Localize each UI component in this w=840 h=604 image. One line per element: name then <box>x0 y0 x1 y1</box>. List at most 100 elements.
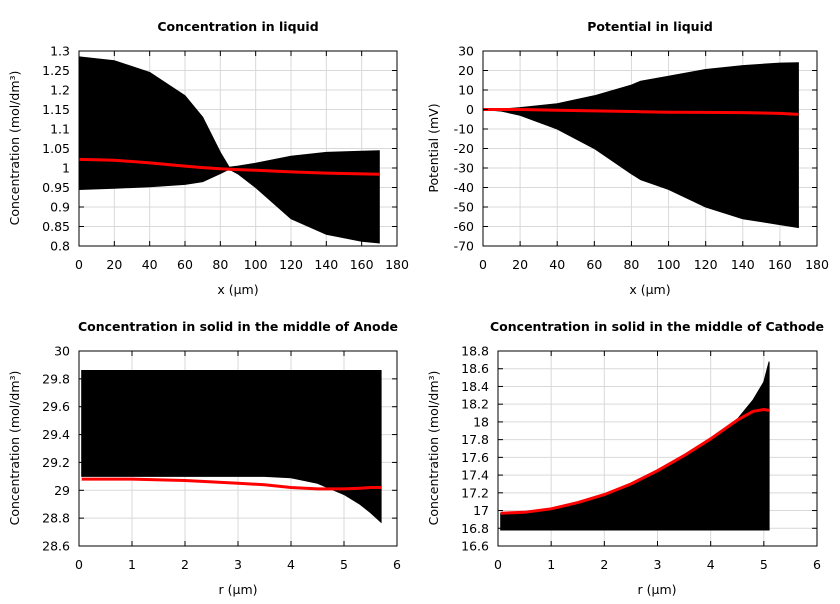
x-tick-label: 6 <box>393 557 401 572</box>
x-tick-label: 0 <box>494 557 502 572</box>
y-tick-label: 29 <box>54 483 70 498</box>
y-tick-label: -60 <box>454 219 474 234</box>
x-tick-label: 20 <box>512 257 528 272</box>
y-tick-label: 17.6 <box>461 450 489 465</box>
x-axis-label: x (µm) <box>217 282 258 297</box>
y-tick-label: 18.8 <box>461 344 489 359</box>
y-tick-label: 10 <box>458 83 474 98</box>
y-axis-label: Concentration (mol/dm³) <box>426 371 441 526</box>
y-axis-label: Concentration (mol/dm³) <box>7 371 22 526</box>
x-tick-label: 100 <box>244 257 268 272</box>
x-tick-label: 100 <box>657 257 681 272</box>
x-tick-label: 140 <box>314 257 338 272</box>
x-tick-label: 80 <box>212 257 228 272</box>
y-tick-label: 28.8 <box>42 511 70 526</box>
y-tick-label: 29.8 <box>42 371 70 386</box>
x-axis-label: x (µm) <box>629 282 670 297</box>
x-tick-label: 180 <box>805 257 829 272</box>
subplot-anode-solid-concentration: Concentration in solid in the middle of … <box>7 319 401 597</box>
x-tick-label: 2 <box>600 557 608 572</box>
x-tick-label: 180 <box>385 257 409 272</box>
y-tick-label: -40 <box>454 180 474 195</box>
y-tick-label: 29.6 <box>42 399 70 414</box>
mean-line <box>500 408 770 515</box>
x-tick-label: 60 <box>586 257 602 272</box>
x-tick-label: 120 <box>694 257 718 272</box>
x-tick-label: 6 <box>813 557 821 572</box>
y-tick-label: 18.2 <box>461 397 489 412</box>
x-tick-label: 4 <box>707 557 715 572</box>
y-tick-label: 29.2 <box>42 455 70 470</box>
chart-title: Concentration in solid in the middle of … <box>490 319 824 334</box>
y-tick-label: 1.2 <box>50 83 70 98</box>
x-tick-label: 60 <box>177 257 193 272</box>
y-tick-label: 1 <box>62 161 70 176</box>
x-tick-label: 3 <box>654 557 662 572</box>
mean-line <box>78 157 380 176</box>
x-tick-label: 120 <box>279 257 303 272</box>
y-tick-label: 17.2 <box>461 485 489 500</box>
trajectory-band <box>482 62 799 229</box>
mean-line <box>483 108 799 116</box>
chart-title: Concentration in solid in the middle of … <box>78 319 398 334</box>
x-tick-label: 160 <box>768 257 792 272</box>
y-tick-label: 16.8 <box>461 521 489 536</box>
y-tick-label: 1.15 <box>42 102 70 117</box>
y-tick-label: 1.1 <box>50 122 70 137</box>
y-tick-label: 17.8 <box>461 432 489 447</box>
y-tick-label: -10 <box>454 122 474 137</box>
y-tick-label: 18.6 <box>461 361 489 376</box>
x-axis-label: r (µm) <box>219 582 258 597</box>
chart-title: Concentration in liquid <box>157 19 318 34</box>
x-tick-label: 40 <box>549 257 565 272</box>
y-tick-label: -30 <box>454 161 474 176</box>
y-tick-label: 30 <box>54 344 70 359</box>
x-tick-label: 80 <box>623 257 639 272</box>
y-tick-label: 20 <box>458 63 474 78</box>
y-tick-label: 0.85 <box>42 219 70 234</box>
x-tick-label: 40 <box>142 257 158 272</box>
y-tick-label: 1.05 <box>42 141 70 156</box>
chart-title: Potential in liquid <box>587 19 713 34</box>
x-tick-label: 1 <box>547 557 555 572</box>
x-axis-label: r (µm) <box>638 582 677 597</box>
x-tick-label: 5 <box>760 557 768 572</box>
y-tick-label: 18.4 <box>461 379 489 394</box>
x-tick-label: 1 <box>128 557 136 572</box>
y-tick-label: -50 <box>454 200 474 215</box>
x-tick-label: 0 <box>479 257 487 272</box>
x-tick-label: 20 <box>106 257 122 272</box>
y-tick-label: 0.9 <box>50 200 70 215</box>
x-tick-label: 0 <box>75 257 83 272</box>
x-tick-label: 0 <box>75 557 83 572</box>
y-tick-label: 0 <box>466 102 474 117</box>
y-axis-label: Concentration (mol/dm³) <box>7 71 22 226</box>
y-tick-label: 29.4 <box>42 427 70 442</box>
y-tick-label: 0.8 <box>50 239 70 254</box>
y-tick-label: 17 <box>473 503 489 518</box>
y-tick-label: 16.6 <box>461 539 489 554</box>
y-tick-label: -70 <box>454 239 474 254</box>
y-axis-label: Potential (mV) <box>426 103 441 192</box>
subplot-cathode-solid-concentration: Concentration in solid in the middle of … <box>426 319 824 597</box>
y-tick-label: 1.3 <box>50 44 70 59</box>
x-tick-label: 4 <box>287 557 295 572</box>
subplot-liquid-concentration: Concentration in liquid x (µm) Concentra… <box>7 19 409 297</box>
y-tick-label: 1.25 <box>42 63 70 78</box>
mean-line <box>81 477 382 491</box>
subplot-liquid-potential: Potential in liquid x (µm) Potential (mV… <box>426 19 829 297</box>
y-tick-label: 0.95 <box>42 180 70 195</box>
x-tick-label: 5 <box>340 557 348 572</box>
x-tick-label: 160 <box>350 257 374 272</box>
y-tick-label: 30 <box>458 44 474 59</box>
y-tick-label: 28.6 <box>42 539 70 554</box>
x-tick-label: 140 <box>731 257 755 272</box>
trajectory-band <box>81 370 382 524</box>
x-tick-label: 3 <box>234 557 242 572</box>
x-tick-label: 2 <box>181 557 189 572</box>
trajectory-band <box>78 56 380 244</box>
y-tick-label: -20 <box>454 141 474 156</box>
y-tick-label: 18 <box>473 414 489 429</box>
y-tick-label: 17.4 <box>461 468 489 483</box>
